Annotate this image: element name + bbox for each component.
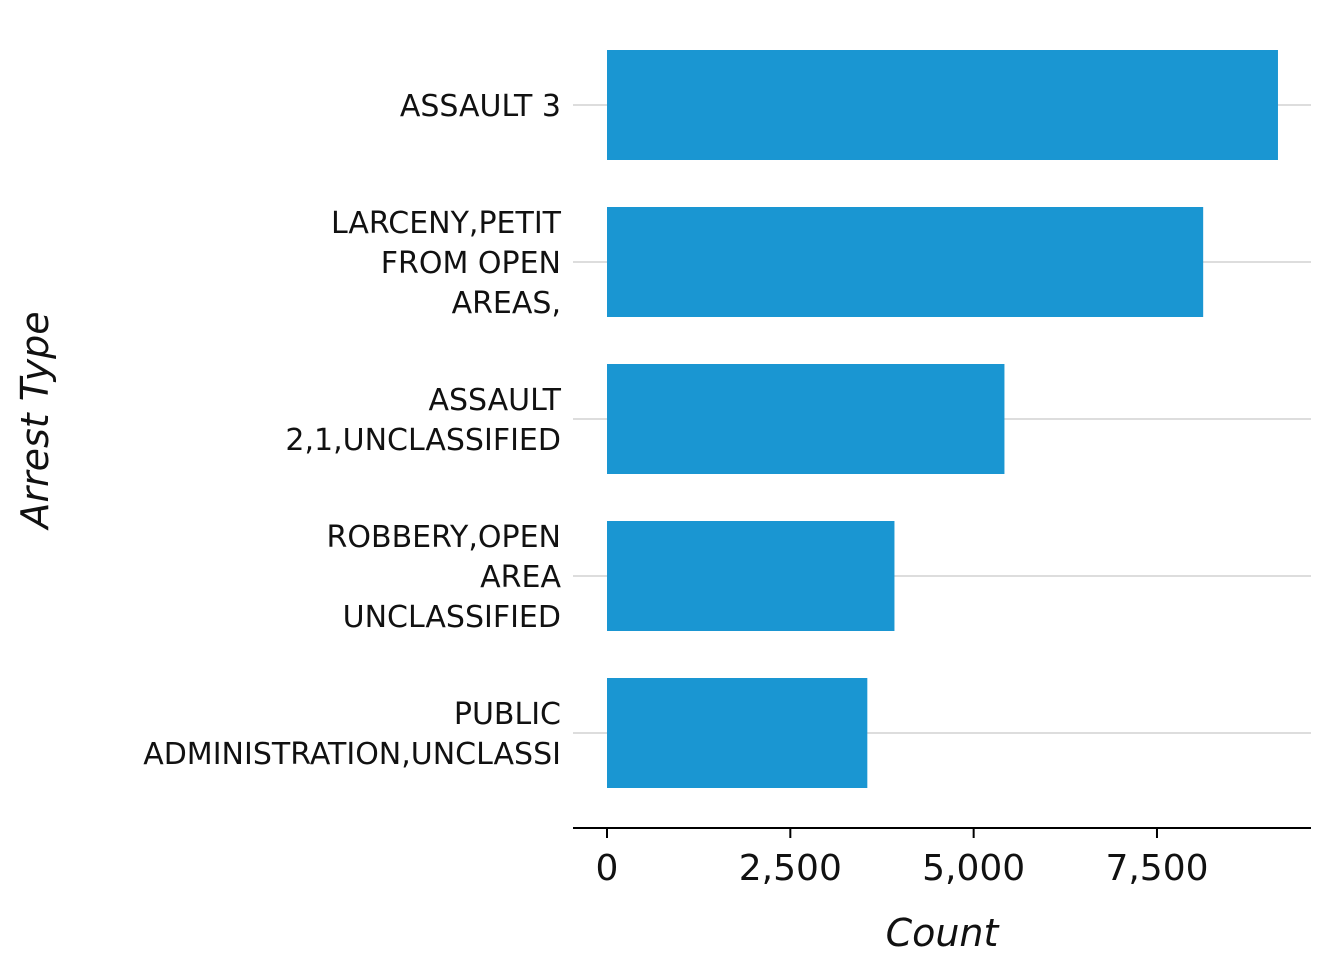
category-label-line: AREA (480, 560, 561, 595)
category-label-line: FROM OPEN (381, 246, 561, 281)
category-label: ASSAULT 3 (400, 89, 561, 124)
x-tick-label: 0 (596, 848, 619, 889)
y-axis-title: Arrest Type (13, 311, 57, 531)
bar (607, 207, 1204, 317)
category-label-line: PUBLIC (454, 697, 561, 732)
category-label: LARCENY,PETIT FROM OPEN AREAS, (331, 206, 562, 321)
x-axis-ticks: 0 2,500 5,000 7,500 (596, 828, 1209, 889)
category-label-line: AREAS, (452, 286, 561, 321)
category-labels: ASSAULT 3 LARCENY,PETIT FROM OPEN AREAS, ASS… (143, 89, 561, 772)
x-axis-title: Count (886, 911, 1001, 955)
x-tick-label: 7,500 (1105, 848, 1208, 889)
x-tick-label: 5,000 (922, 848, 1025, 889)
category-label-line: ADMINISTRATION,UNCLASSI (143, 737, 561, 772)
category-label: PUBLIC ADMINISTRATION,UNCLASSI (143, 697, 561, 772)
bar (607, 50, 1278, 160)
category-label-line: UNCLASSIFIED (343, 600, 561, 635)
category-label-line: LARCENY,PETIT (331, 206, 562, 241)
bar (607, 521, 895, 631)
category-label: ROBBERY,OPEN AREA UNCLASSIFIED (327, 520, 562, 635)
category-label: ASSAULT 2,1,UNCLASSIFIED (285, 383, 561, 458)
bars (607, 50, 1278, 788)
x-tick-label: 2,500 (739, 848, 842, 889)
bar (607, 364, 1005, 474)
category-label-line: 2,1,UNCLASSIFIED (285, 423, 561, 458)
category-label-line: ASSAULT 3 (400, 89, 561, 124)
bar (607, 678, 868, 788)
category-label-line: ASSAULT (428, 383, 561, 418)
category-label-line: ROBBERY,OPEN (327, 520, 561, 555)
